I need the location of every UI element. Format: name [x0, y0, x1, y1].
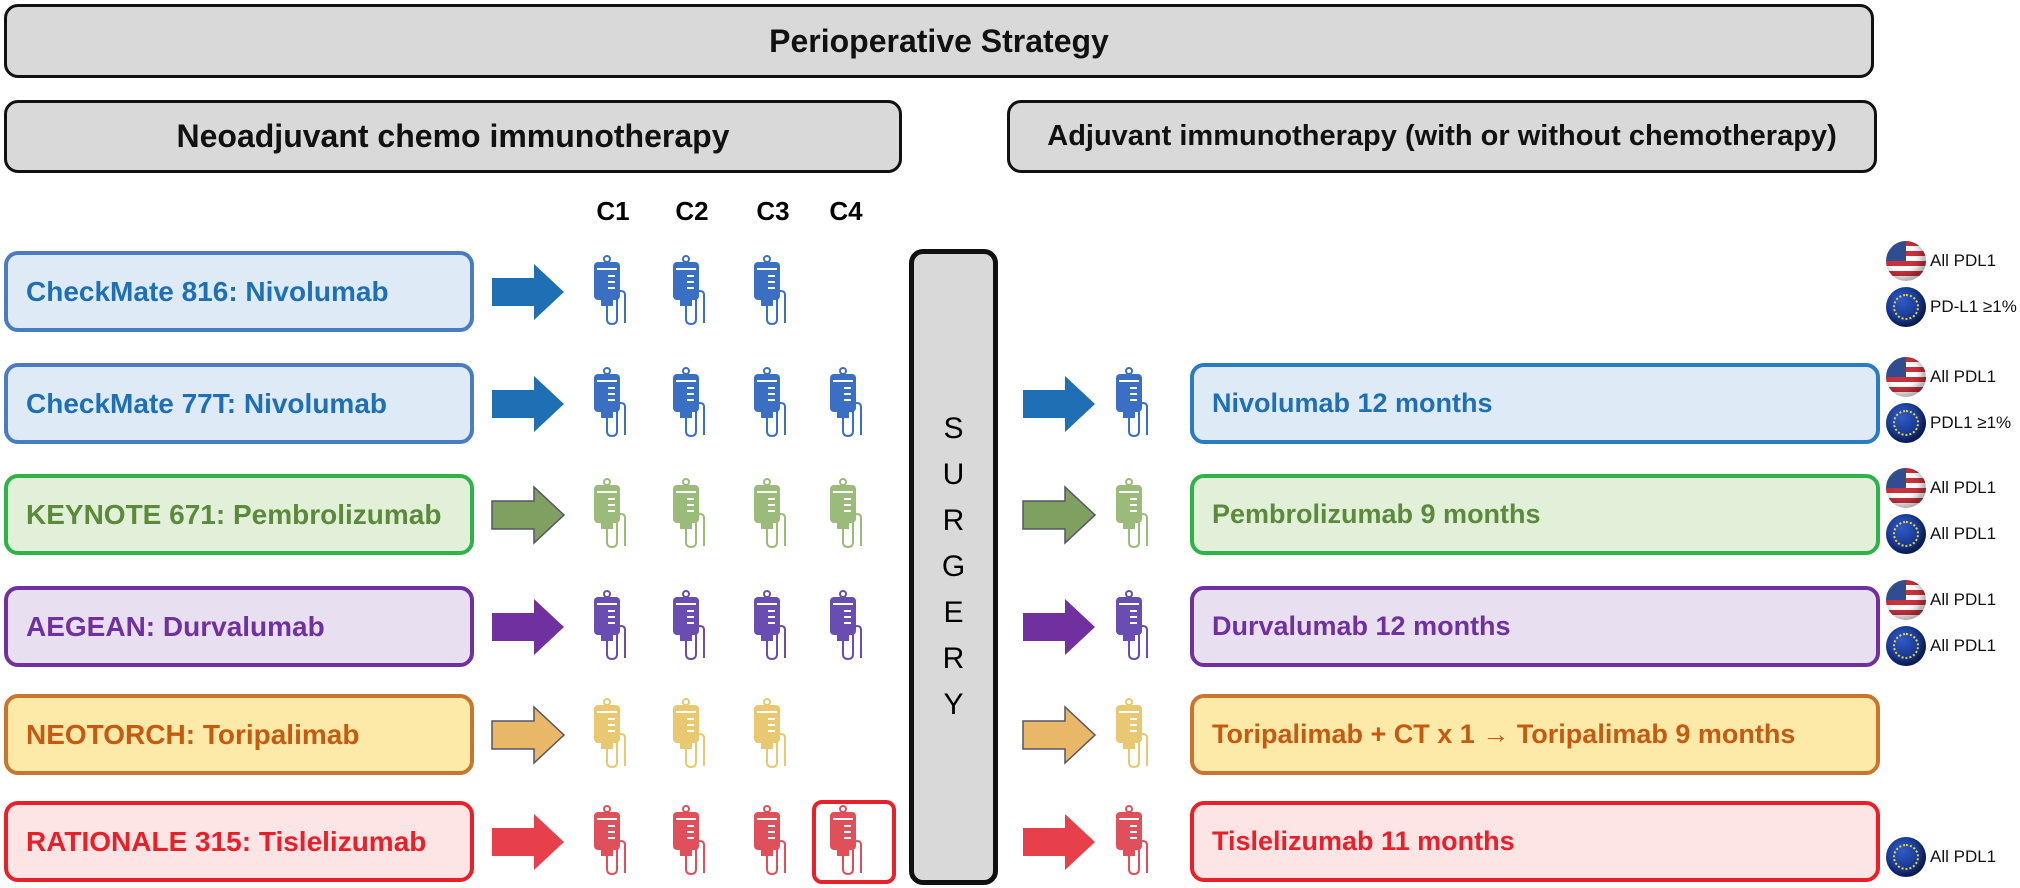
iv-bag-icon [1112, 590, 1162, 662]
cycle-label: C2 [675, 196, 709, 226]
eu-flag-icon [1886, 287, 1926, 327]
surgery-letter: U [942, 458, 965, 491]
us-flag-icon [1886, 580, 1926, 620]
arrow-icon [490, 485, 566, 545]
iv-bag-icon [669, 478, 719, 550]
us-flag-icon [1886, 357, 1926, 397]
iv-bag-icon [750, 367, 800, 439]
iv-bag-icon [750, 698, 800, 770]
trial-box: CheckMate 77T: Nivolumab [4, 363, 474, 444]
adjuvant-box: Tislelizumab 11 months [1190, 801, 1880, 882]
arrow-icon [1021, 485, 1097, 545]
adjuvant-box: Toripalimab + CT x 1 → Toripalimab 9 mon… [1190, 694, 1880, 775]
iv-bag-icon [590, 698, 640, 770]
arrow-icon [1021, 705, 1097, 765]
eu-flag-icon [1886, 626, 1926, 666]
approval-text: All PDL1 [1930, 251, 1997, 270]
arrow-icon [490, 374, 566, 434]
surgery-letter: G [941, 550, 966, 583]
iv-bag-icon [669, 698, 719, 770]
adjuvant-box: Nivolumab 12 months [1190, 363, 1880, 444]
surgery-letter: E [943, 596, 964, 629]
iv-bag-icon [1112, 698, 1162, 770]
iv-bag-icon [669, 805, 719, 877]
eu-flag-icon [1886, 514, 1926, 554]
trial-box: AEGEAN: Durvalumab [4, 586, 474, 667]
arrow-icon [490, 705, 566, 765]
approval-text: All PDL1 [1930, 636, 1997, 655]
iv-bag-icon [750, 590, 800, 662]
neoadjuvant-header: Neoadjuvant chemo immunotherapy [4, 100, 902, 173]
approval-text: PDL1 ≥1% [1930, 413, 2012, 432]
iv-bag-icon [590, 255, 640, 327]
perioperative-strategy-header: Perioperative Strategy [4, 4, 1874, 78]
iv-bag-icon [826, 805, 876, 877]
arrow-icon [1021, 597, 1097, 657]
adjuvant-header: Adjuvant immunotherapy (with or without … [1007, 100, 1877, 173]
approval-text: All PDL1 [1930, 367, 1997, 386]
iv-bag-icon [1112, 478, 1162, 550]
approval-text: All PDL1 [1930, 524, 1997, 543]
us-flag-icon [1886, 241, 1926, 281]
surgery-letter: Y [943, 688, 964, 721]
adjuvant-box: Durvalumab 12 months [1190, 586, 1880, 667]
arrow-icon [490, 597, 566, 657]
trial-box: KEYNOTE 671: Pembrolizumab [4, 474, 474, 555]
iv-bag-icon [826, 590, 876, 662]
iv-bag-icon [669, 367, 719, 439]
approval-text: PD-L1 ≥1% [1930, 297, 2017, 316]
cycle-label: C1 [596, 196, 630, 226]
iv-bag-icon [669, 590, 719, 662]
adjuvant-box: Pembrolizumab 9 months [1190, 474, 1880, 555]
surgery-letter: R [942, 504, 965, 537]
surgery-letter: R [942, 642, 965, 675]
iv-bag-icon [826, 478, 876, 550]
surgery-letter: S [943, 412, 964, 445]
iv-bag-icon [669, 255, 719, 327]
iv-bag-icon [590, 478, 640, 550]
eu-flag-icon [1886, 837, 1926, 877]
approval-text: All PDL1 [1930, 590, 1997, 609]
trial-box: NEOTORCH: Toripalimab [4, 694, 474, 775]
approval-text: All PDL1 [1930, 478, 1997, 497]
us-flag-icon [1886, 468, 1926, 508]
eu-flag-icon [1886, 403, 1926, 443]
iv-bag-icon [1112, 805, 1162, 877]
iv-bag-icon [1112, 367, 1162, 439]
approval-text: All PDL1 [1930, 847, 1997, 866]
iv-bag-icon [590, 590, 640, 662]
c4-highlight-bracket [812, 800, 896, 884]
iv-bag-icon [750, 805, 800, 877]
cycle-label: C4 [829, 196, 863, 226]
iv-bag-icon [750, 478, 800, 550]
trial-box: RATIONALE 315: Tislelizumab [4, 801, 474, 882]
arrow-icon [490, 262, 566, 322]
iv-bag-icon [826, 367, 876, 439]
trial-box: CheckMate 816: Nivolumab [4, 251, 474, 332]
iv-bag-icon [750, 255, 800, 327]
arrow-icon [1021, 812, 1097, 872]
iv-bag-icon [590, 805, 640, 877]
arrow-icon [1021, 374, 1097, 434]
arrow-icon [490, 812, 566, 872]
iv-bag-icon [590, 367, 640, 439]
cycle-label: C3 [756, 196, 790, 226]
